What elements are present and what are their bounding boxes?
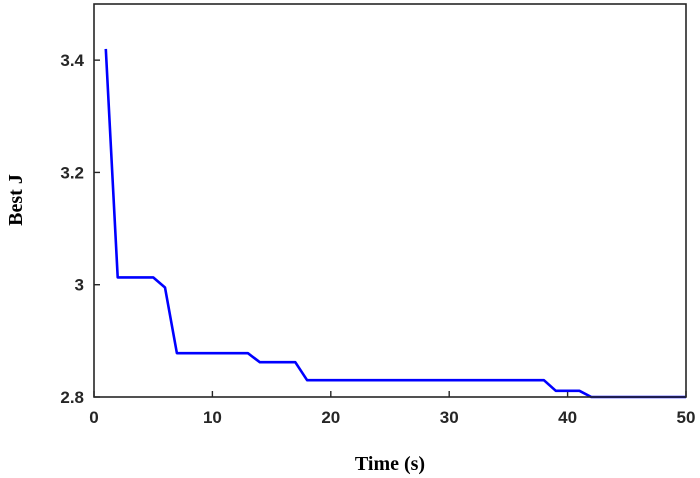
plot-frame	[93, 3, 687, 398]
x-tick-label: 40	[558, 408, 577, 427]
y-tick-label: 3.2	[60, 163, 84, 182]
x-tick-label: 20	[321, 408, 340, 427]
y-axis-label: Best J	[5, 174, 27, 226]
series-line-best-j	[104, 48, 686, 399]
x-tick-label: 0	[89, 408, 98, 427]
plot-area	[94, 4, 686, 397]
x-tick-label: 30	[440, 408, 459, 427]
y-axis-ticks: 2.8 3 3.2 3.4	[60, 51, 100, 407]
y-tick-label: 2.8	[60, 388, 84, 407]
y-tick-label: 3.4	[60, 51, 84, 70]
y-tick-label: 3	[75, 276, 84, 295]
x-axis-label: Time (s)	[355, 453, 425, 475]
x-tick-label: 10	[203, 408, 222, 427]
x-tick-label: 50	[677, 408, 696, 427]
